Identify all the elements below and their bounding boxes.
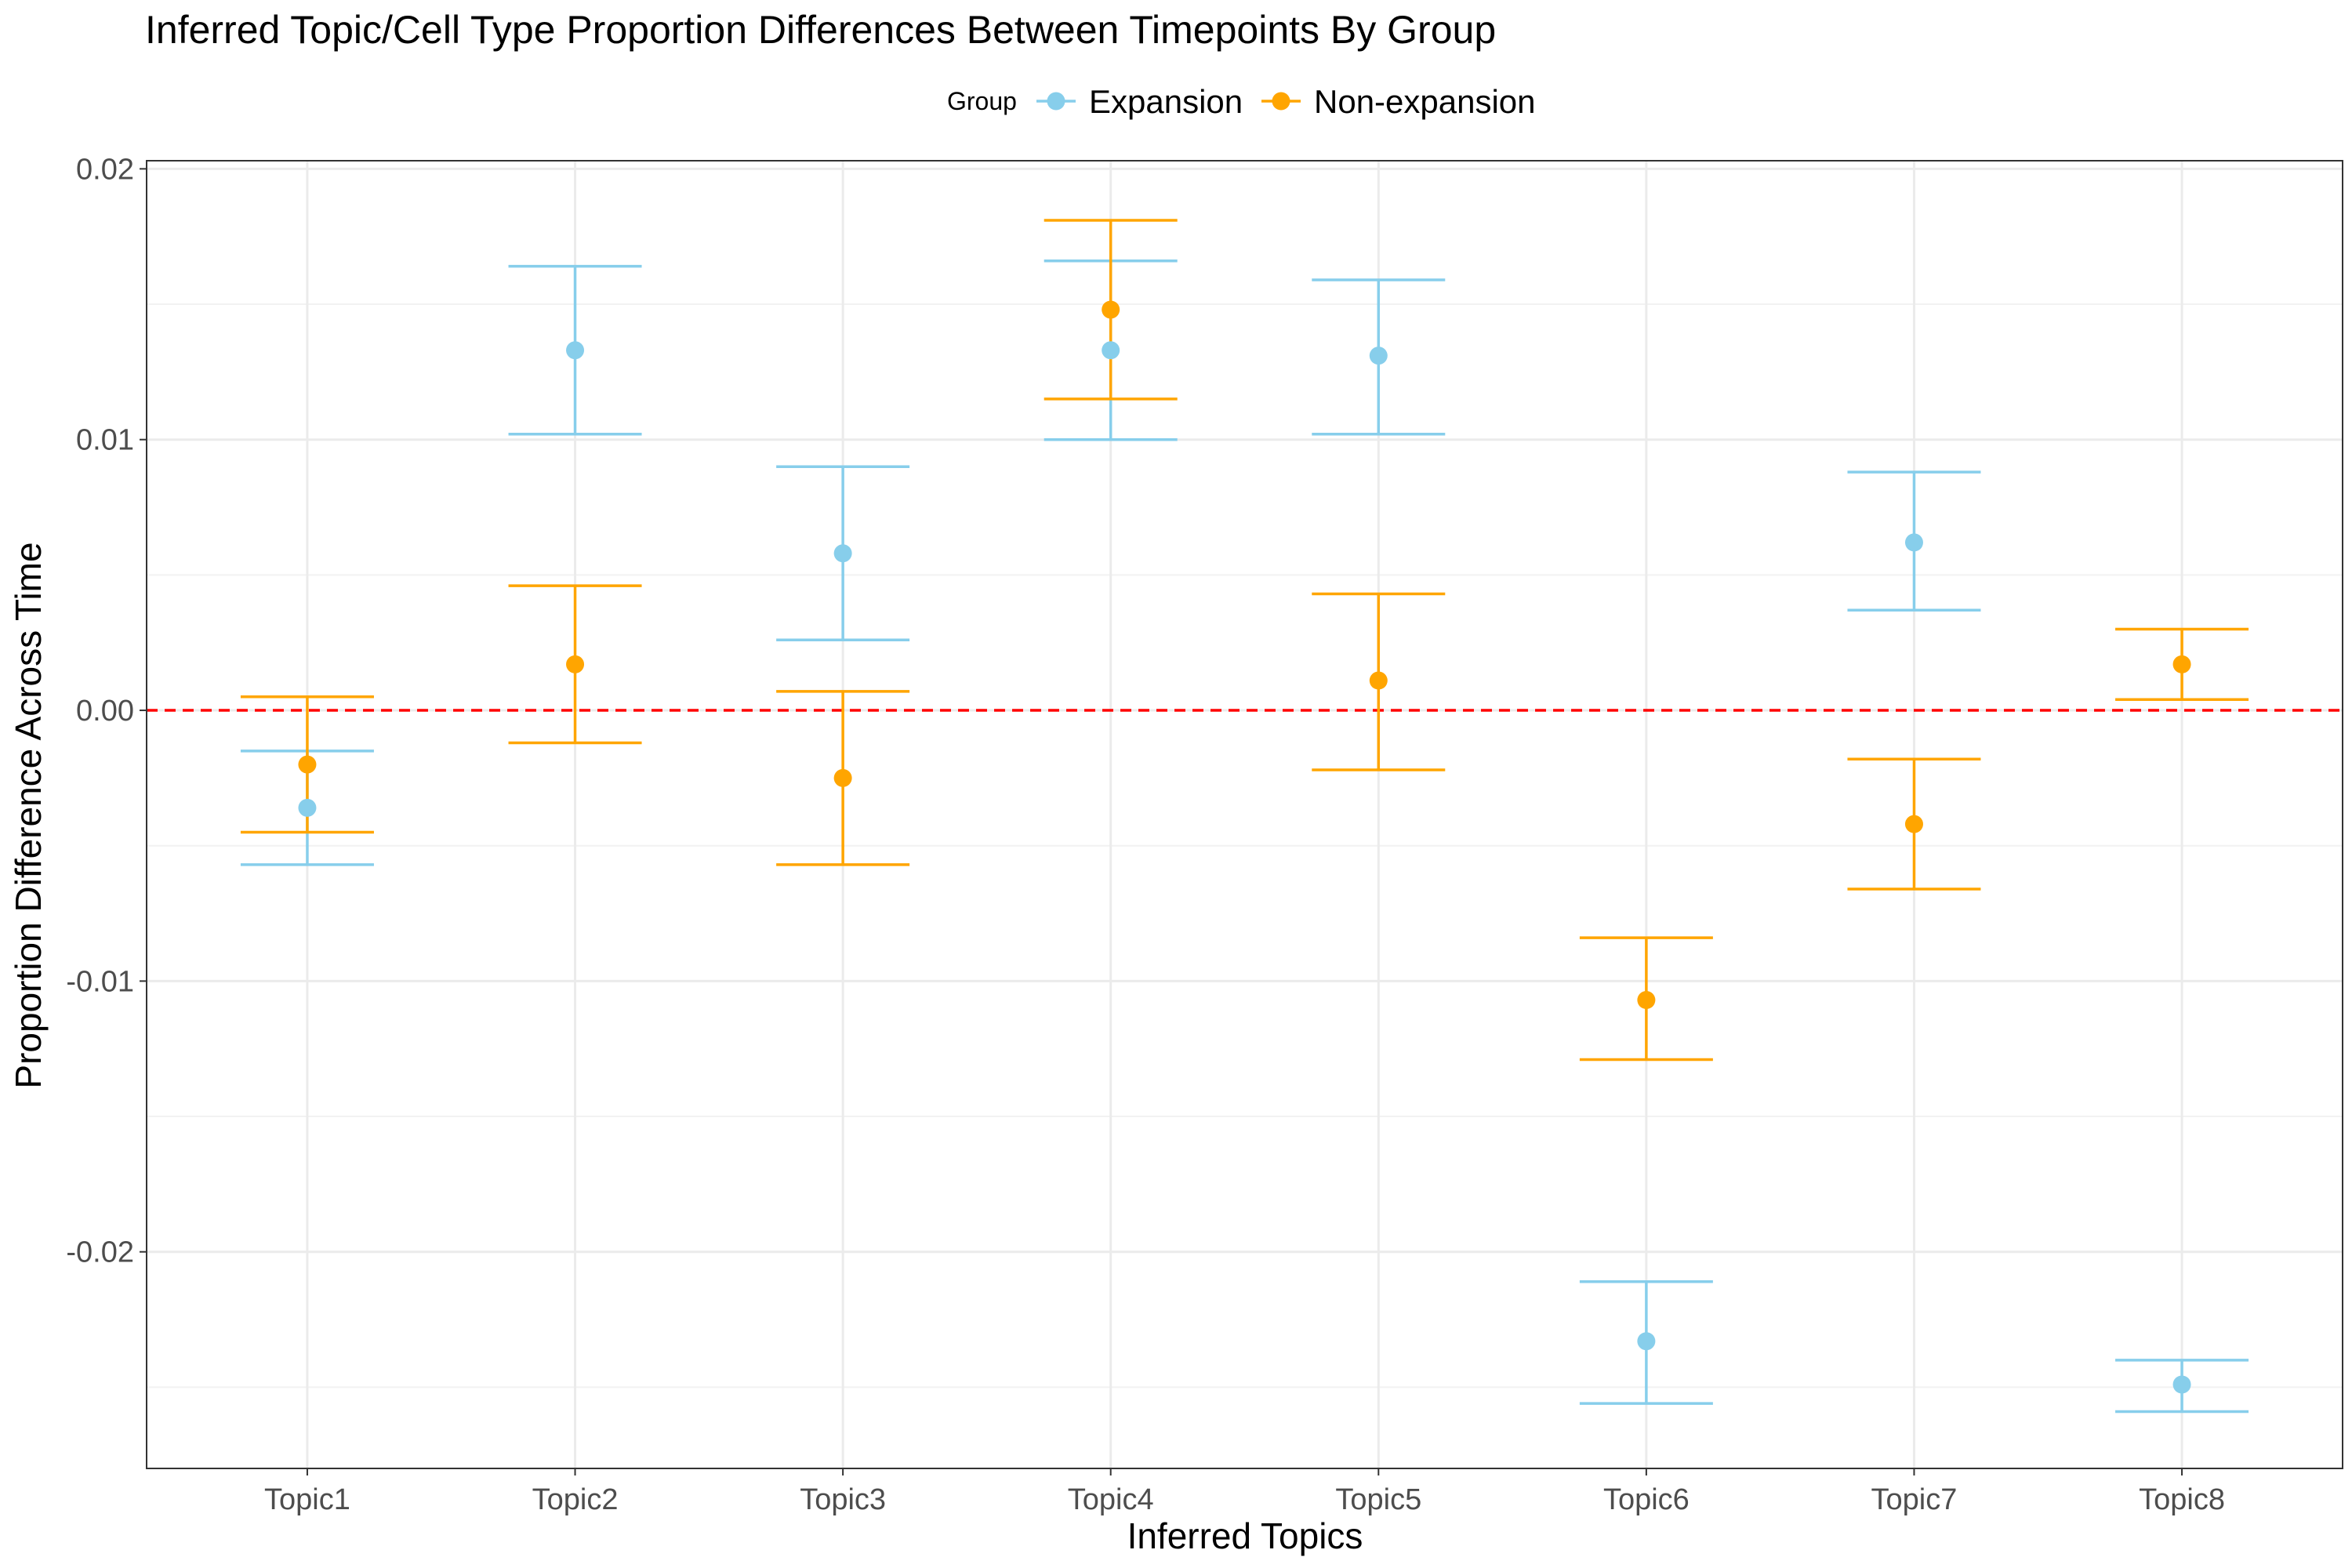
legend: Group Expansion Non-expansion	[947, 83, 1536, 120]
legend-item-expansion: Expansion	[1036, 83, 1243, 120]
point-expansion	[2172, 1375, 2191, 1394]
point-non-expansion	[2172, 655, 2191, 673]
legend-label: Non-expansion	[1314, 83, 1536, 120]
point-expansion	[566, 341, 585, 360]
point-non-expansion	[1637, 991, 1656, 1010]
y-axis-title: Proportion Difference Across Time	[8, 542, 49, 1088]
point-expansion	[833, 544, 852, 563]
point-non-expansion	[1102, 300, 1120, 319]
y-tick-label: -0.02	[66, 1236, 134, 1269]
x-tick-label: Topic7	[1871, 1483, 1958, 1516]
point-expansion	[298, 798, 317, 817]
point-non-expansion	[1369, 671, 1388, 690]
x-tick-label: Topic4	[1068, 1483, 1154, 1516]
x-tick-label: Topic1	[264, 1483, 350, 1516]
y-tick-label: 0.00	[76, 695, 134, 728]
point-non-expansion	[298, 755, 317, 774]
point-expansion	[1102, 341, 1120, 360]
y-tick-label: 0.02	[76, 153, 134, 186]
legend-label: Expansion	[1089, 83, 1243, 120]
legend-title: Group	[947, 87, 1017, 115]
chart-title: Inferred Topic/Cell Type Proportion Diff…	[145, 8, 1496, 52]
x-tick-label: Topic3	[800, 1483, 886, 1516]
point-expansion	[1904, 533, 1923, 552]
point-expansion	[1637, 1332, 1656, 1351]
x-tick-label: Topic8	[2139, 1483, 2225, 1516]
plot-border	[146, 160, 2343, 1469]
legend-key-point	[1047, 92, 1065, 111]
y-tick-label: -0.01	[66, 965, 134, 998]
x-tick-label: Topic2	[532, 1483, 619, 1516]
x-axis-title: Inferred Topics	[1127, 1515, 1363, 1556]
y-tick-label: 0.01	[76, 424, 134, 457]
point-non-expansion	[833, 768, 852, 787]
legend-key-point	[1272, 92, 1290, 111]
legend-item-non-expansion: Non-expansion	[1261, 83, 1536, 120]
point-expansion	[1369, 347, 1388, 365]
point-non-expansion	[1904, 815, 1923, 833]
x-tick-label: Topic6	[1603, 1483, 1690, 1516]
plot-background	[147, 161, 2343, 1468]
x-tick-label: Topic5	[1335, 1483, 1421, 1516]
point-non-expansion	[566, 655, 585, 673]
